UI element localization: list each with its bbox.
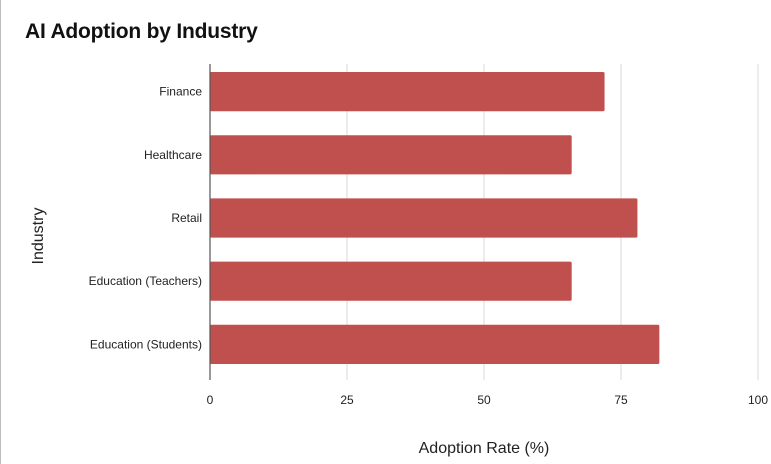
- category-label: Retail: [171, 211, 202, 225]
- x-tick-label: 0: [207, 393, 214, 407]
- bar: [210, 324, 660, 364]
- x-tick-label: 50: [477, 393, 491, 407]
- category-label: Finance: [159, 85, 202, 99]
- bars: [210, 72, 660, 364]
- x-tick-labels: 0 25 50 75 100: [207, 393, 769, 407]
- category-labels: Finance Healthcare Retail Education (Teache…: [89, 85, 203, 352]
- x-tick-label: 75: [614, 393, 628, 407]
- bar: [210, 261, 572, 301]
- y-axis-label: Industry: [30, 208, 47, 265]
- bar: [210, 72, 605, 112]
- category-label: Healthcare: [144, 148, 202, 162]
- category-label: Education (Teachers): [89, 274, 202, 288]
- x-tick-label: 25: [340, 393, 354, 407]
- category-label: Education (Students): [90, 337, 202, 351]
- x-tick-label: 100: [748, 393, 768, 407]
- bar: [210, 135, 572, 175]
- chart-title: AI Adoption by Industry: [25, 20, 258, 43]
- x-axis-label: Adoption Rate (%): [419, 440, 550, 457]
- bar: [210, 198, 638, 238]
